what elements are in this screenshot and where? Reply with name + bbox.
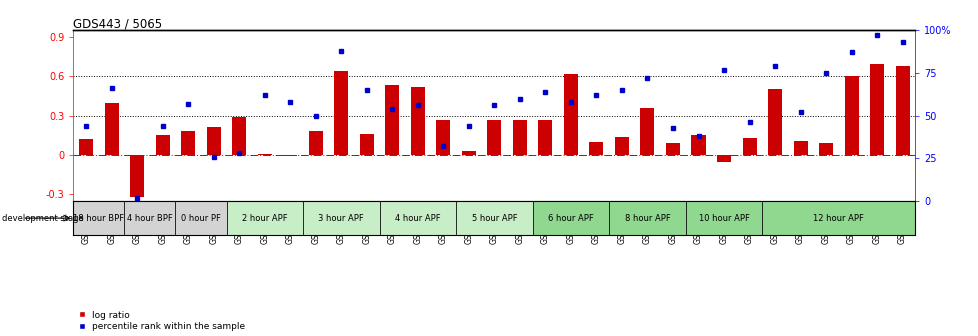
Bar	[690, 135, 705, 155]
Bar	[232, 117, 246, 155]
Bar	[360, 134, 374, 155]
Bar	[385, 85, 399, 155]
Bar	[614, 137, 628, 155]
Text: 4 hour APF: 4 hour APF	[395, 214, 440, 223]
Text: 8 hour APF: 8 hour APF	[624, 214, 670, 223]
Bar	[436, 120, 450, 155]
Bar	[379, 201, 456, 235]
Bar	[130, 155, 144, 197]
Text: 4 hour BPF: 4 hour BPF	[127, 214, 173, 223]
Bar	[608, 201, 685, 235]
Bar	[869, 65, 883, 155]
Bar	[819, 143, 832, 155]
Bar	[665, 143, 680, 155]
Bar	[226, 201, 303, 235]
Bar	[895, 66, 909, 155]
Bar	[333, 71, 348, 155]
Bar	[716, 155, 731, 162]
Bar	[308, 131, 323, 155]
Bar	[487, 120, 501, 155]
Bar	[512, 120, 526, 155]
Bar	[741, 138, 756, 155]
Text: development stage: development stage	[2, 214, 84, 223]
Bar	[793, 140, 807, 155]
Bar	[206, 127, 220, 155]
Bar	[156, 135, 169, 155]
Bar	[589, 142, 602, 155]
Text: 0 hour PF: 0 hour PF	[181, 214, 221, 223]
Legend: log ratio, percentile rank within the sample: log ratio, percentile rank within the sa…	[78, 311, 245, 332]
Bar	[462, 151, 475, 155]
Bar	[257, 154, 272, 155]
Bar	[181, 131, 195, 155]
Bar	[411, 87, 424, 155]
Bar	[73, 201, 124, 235]
Bar	[283, 155, 297, 156]
Bar	[563, 74, 577, 155]
Bar	[640, 108, 654, 155]
Text: 12 hour APF: 12 hour APF	[813, 214, 864, 223]
Bar	[532, 201, 608, 235]
Bar	[685, 201, 762, 235]
Bar	[124, 201, 175, 235]
Bar	[844, 76, 858, 155]
Bar	[456, 201, 532, 235]
Text: 6 hour APF: 6 hour APF	[548, 214, 594, 223]
Text: 2 hour APF: 2 hour APF	[242, 214, 288, 223]
Bar	[79, 139, 93, 155]
Text: GDS443 / 5065: GDS443 / 5065	[73, 17, 162, 30]
Bar	[538, 120, 552, 155]
Bar	[767, 89, 781, 155]
Bar	[303, 201, 379, 235]
Text: 18 hour BPF: 18 hour BPF	[73, 214, 124, 223]
Text: 3 hour APF: 3 hour APF	[318, 214, 364, 223]
Text: 5 hour APF: 5 hour APF	[471, 214, 516, 223]
Bar	[105, 102, 118, 155]
Text: 10 hour APF: 10 hour APF	[698, 214, 749, 223]
Bar	[762, 201, 914, 235]
Bar	[175, 201, 226, 235]
